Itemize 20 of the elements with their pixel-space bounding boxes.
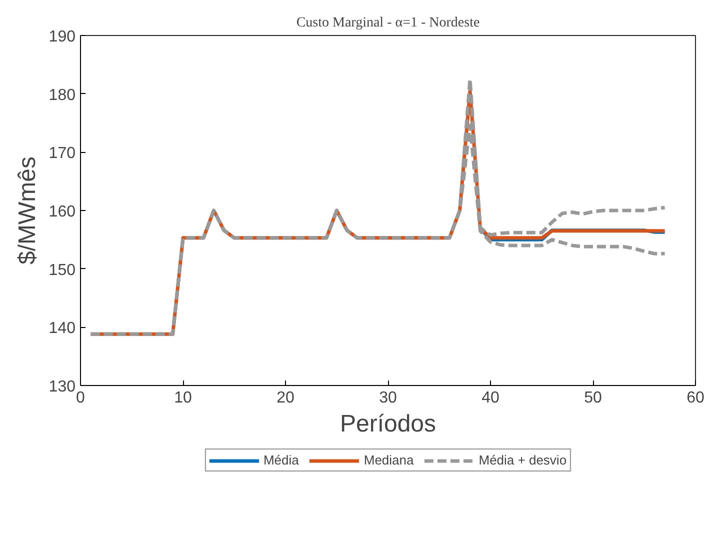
x-tick-label: 30 bbox=[379, 390, 397, 406]
y-tick-label: 160 bbox=[48, 204, 76, 220]
legend-label: Média + desvio bbox=[478, 452, 567, 468]
y-tick-label: 150 bbox=[48, 262, 76, 279]
y-tick-label: 180 bbox=[48, 86, 76, 104]
x-tick-label: 10 bbox=[174, 390, 192, 406]
y-tick-label: 140 bbox=[48, 320, 76, 338]
x-tick-label: 40 bbox=[482, 390, 500, 406]
x-tick-label: 0 bbox=[76, 390, 86, 406]
chart-title: Custo Marginal - α=1 - Nordeste bbox=[296, 16, 480, 30]
legend-label: Mediana bbox=[364, 452, 414, 468]
x-tick-label: 50 bbox=[584, 390, 602, 406]
y-tick-label: 130 bbox=[48, 378, 76, 396]
y-axis-title: $/MWmês bbox=[14, 156, 41, 264]
x-axis-title: Períodos bbox=[340, 410, 436, 438]
x-tick-label: 60 bbox=[686, 390, 704, 406]
y-tick-label: 190 bbox=[48, 28, 76, 46]
y-tick-label: 170 bbox=[48, 145, 76, 162]
legend-label: Média bbox=[263, 452, 299, 468]
x-tick-label: 20 bbox=[276, 390, 294, 406]
